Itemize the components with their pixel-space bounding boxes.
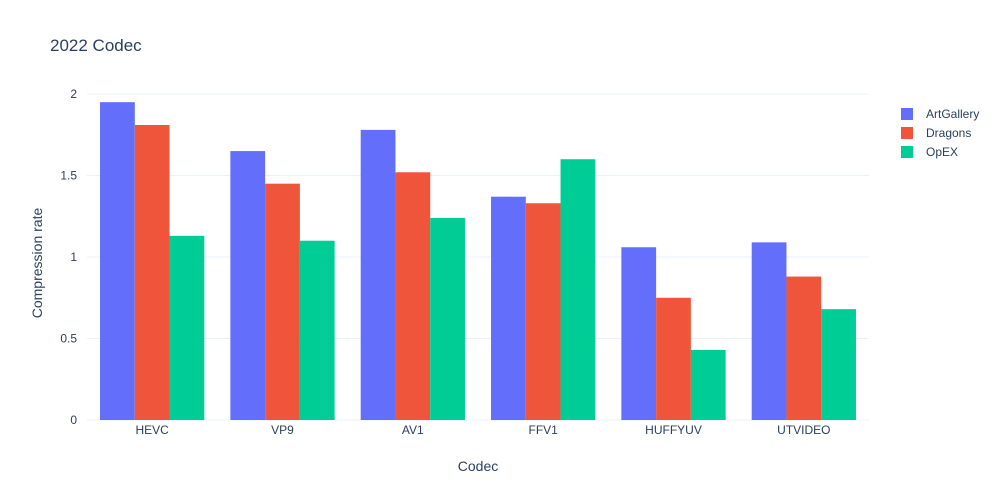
bar-dragons-vp9[interactable] <box>265 183 300 420</box>
x-tick-label: AV1 <box>402 423 424 437</box>
x-tick-label: HEVC <box>135 423 169 437</box>
legend[interactable]: ArtGallery Dragons OpEX <box>901 107 979 159</box>
x-tick-label: HUFFYUV <box>645 423 702 437</box>
bar-opex-ffv1[interactable] <box>560 159 596 420</box>
x-tick-label: UTVIDEO <box>777 423 830 437</box>
y-tick-label: 0 <box>70 413 77 427</box>
x-tick-label: FFV1 <box>528 423 558 437</box>
x-tick-label: VP9 <box>271 423 294 437</box>
bar-dragons-utvideo[interactable] <box>786 276 822 420</box>
bar-artgallery-huffyuv[interactable] <box>621 247 657 420</box>
bar-dragons-hevc[interactable] <box>134 125 170 420</box>
bar-artgallery-utvideo[interactable] <box>751 242 787 420</box>
bar-dragons-ffv1[interactable] <box>525 203 561 420</box>
bar-artgallery-vp9[interactable] <box>230 151 266 420</box>
y-tick-label: 1.5 <box>60 169 77 183</box>
bars <box>100 102 856 420</box>
bar-dragons-av1[interactable] <box>395 172 431 420</box>
y-tick-label: 0.5 <box>60 332 77 346</box>
bar-dragons-huffyuv[interactable] <box>656 297 691 420</box>
gridlines <box>87 93 869 421</box>
y-tick-label: 1 <box>70 250 77 264</box>
bar-opex-huffyuv[interactable] <box>690 349 726 420</box>
x-axis-title: Codec <box>458 458 498 474</box>
legend-swatch-opex[interactable] <box>901 146 913 158</box>
legend-label-opex[interactable]: OpEX <box>926 145 958 159</box>
bar-opex-hevc[interactable] <box>169 235 205 420</box>
bar-artgallery-hevc[interactable] <box>100 102 135 420</box>
bar-artgallery-av1[interactable] <box>360 129 396 420</box>
chart-title: 2022 Codec <box>50 36 142 55</box>
y-axis-title: Compression rate <box>29 208 45 319</box>
y-tick-label: 2 <box>70 87 77 101</box>
bar-opex-vp9[interactable] <box>299 240 335 420</box>
legend-swatch-dragons[interactable] <box>901 127 913 139</box>
legend-label-dragons[interactable]: Dragons <box>926 126 971 140</box>
legend-swatch-artgallery[interactable] <box>901 108 913 120</box>
x-axis-ticks: HEVC VP9 AV1 FFV1 HUFFYUV UTVIDEO <box>135 423 830 437</box>
bar-opex-av1[interactable] <box>430 217 465 420</box>
bar-artgallery-ffv1[interactable] <box>491 196 526 420</box>
legend-label-artgallery[interactable]: ArtGallery <box>926 107 979 121</box>
bar-opex-utvideo[interactable] <box>821 309 856 420</box>
y-axis-ticks: 0 0.5 1 1.5 2 <box>60 87 77 427</box>
